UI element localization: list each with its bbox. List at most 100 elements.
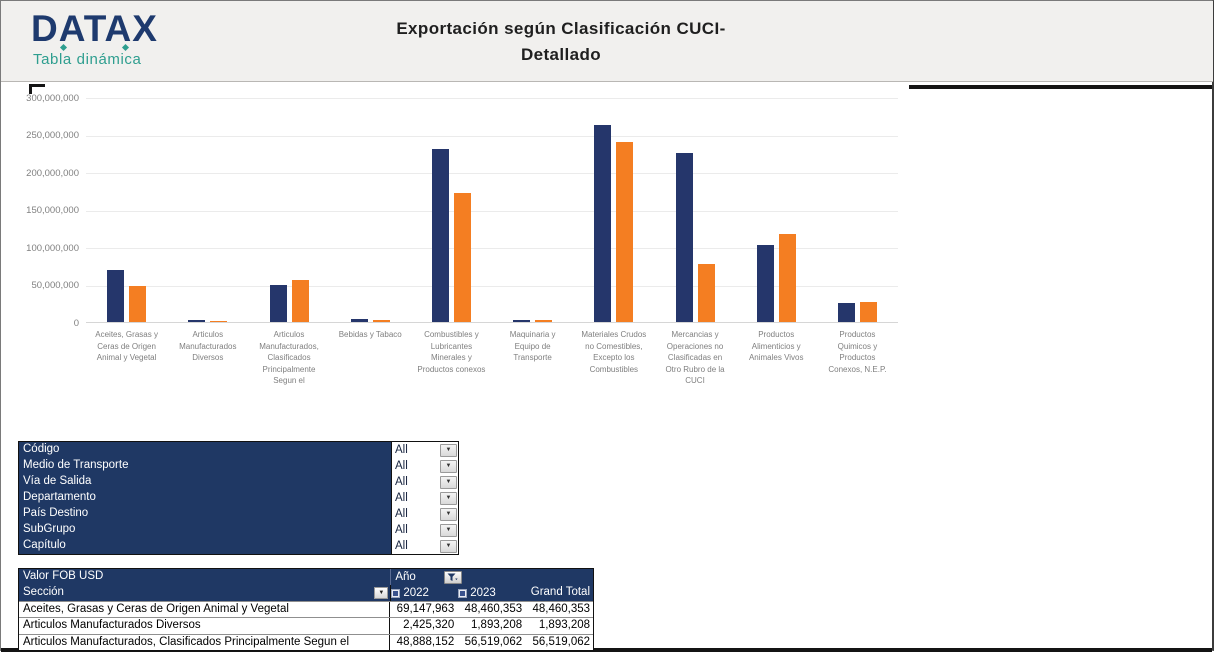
- pivot-col-header-2023-label: 2023: [470, 586, 496, 599]
- logo-text: DATAX: [31, 8, 158, 49]
- filter-dropdown-button[interactable]: ▼: [440, 539, 457, 553]
- expand-collapse-icon[interactable]: [458, 588, 468, 598]
- gridline: [86, 173, 898, 174]
- bar-2022[interactable]: [431, 148, 449, 322]
- y-axis-tick-label: 300,000,000: [26, 92, 79, 104]
- page-title: Exportación según Clasificación CUCI- De…: [261, 16, 861, 68]
- pivot-header-row1: Valor FOB USD Año: [19, 569, 593, 585]
- filter-value-cell: All ▼: [391, 458, 458, 474]
- y-axis-tick-label: 0: [73, 317, 79, 329]
- pivot-table-body: Aceites, Grasas y Ceras de Origen Animal…: [19, 601, 593, 650]
- filter-value-cell: All ▼: [391, 474, 458, 490]
- filter-value-cell: All ▼: [391, 442, 458, 458]
- bar-2023[interactable]: [372, 319, 390, 322]
- chart-bar-groups: [86, 98, 898, 322]
- pivot-value-2023: 1,893,208: [470, 619, 523, 632]
- pivot-data-row: Articulos Manufacturados Diversos 2,425,3…: [19, 617, 593, 634]
- page-break-line-top: [909, 85, 1212, 89]
- filter-selected-value: All: [395, 540, 408, 552]
- bar-2023[interactable]: [535, 320, 553, 322]
- x-axis-category-label: Combustibles y Lubricantes Minerales y P…: [417, 330, 486, 374]
- filter-row: Vía de Salida All ▼: [19, 474, 458, 490]
- bar-2022[interactable]: [350, 319, 368, 322]
- pivot-table: Valor FOB USD Año Sección ▼ 2022 2023 Gr…: [18, 568, 594, 651]
- filter-selected-value: All: [395, 508, 408, 520]
- x-axis-category-label: Maquinaria y Equipo de Transporte: [509, 330, 556, 362]
- filter-dropdown-button[interactable]: ▼: [440, 443, 457, 457]
- pivot-col-header-2022[interactable]: 2022: [390, 585, 458, 601]
- filter-dropdown-button[interactable]: ▼: [440, 491, 457, 505]
- pivot-row-field-cell: Sección ▼: [19, 585, 390, 601]
- bar-2023[interactable]: [453, 193, 471, 322]
- filter-selected-value: All: [395, 524, 408, 536]
- filter-row: Medio de Transporte All ▼: [19, 458, 458, 474]
- y-axis-tick-label: 100,000,000: [26, 242, 79, 254]
- pivot-col-header-2022-label: 2022: [403, 586, 429, 599]
- pivot-col-header-grand-total: Grand Total: [530, 586, 591, 598]
- filter-label: Departamento: [19, 490, 391, 506]
- bar-2022[interactable]: [594, 124, 612, 322]
- filter-row: Código All ▼: [19, 442, 458, 458]
- bar-2023[interactable]: [210, 320, 228, 322]
- filter-row: SubGrupo All ▼: [19, 522, 458, 538]
- y-axis-tick-label: 150,000,000: [26, 205, 79, 216]
- bar-group: [330, 98, 411, 322]
- gridline: [86, 135, 898, 137]
- bar-2023[interactable]: [616, 142, 634, 322]
- y-axis-tick-label: 250,000,000: [26, 130, 79, 141]
- pivot-value-2022: 69,147,963: [396, 603, 455, 615]
- bar-2022[interactable]: [837, 302, 855, 322]
- bar-2022[interactable]: [188, 320, 206, 322]
- bar-2023[interactable]: [778, 233, 796, 322]
- pivot-data-row: Articulos Manufacturados, Clasificados P…: [19, 633, 593, 650]
- page-title-line1: Exportación según Clasificación CUCI-: [396, 19, 726, 38]
- pivot-row-label: Aceites, Grasas y Ceras de Origen Animal…: [19, 602, 391, 618]
- expand-collapse-icon[interactable]: [391, 588, 401, 598]
- filter-dropdown-button[interactable]: ▼: [440, 459, 457, 473]
- filter-dropdown-button[interactable]: ▼: [440, 475, 457, 489]
- pivot-row-field-label: Sección: [23, 586, 64, 598]
- pivot-value-2022: 48,888,152: [396, 635, 455, 648]
- filter-label: Capítulo: [19, 538, 391, 554]
- bar-group: [492, 98, 573, 322]
- filter-dropdown-button[interactable]: ▼: [440, 507, 457, 521]
- bar-group: [411, 98, 492, 322]
- bar-2022[interactable]: [513, 320, 531, 322]
- y-axis-tick-labels: 300,000,000 250,000,000 200,000,000 150,000…: [1, 93, 79, 329]
- bar-2023[interactable]: [291, 279, 309, 322]
- bar-2023[interactable]: [129, 285, 147, 322]
- x-axis-category-label: Productos Alimenticios y Animales Vivos: [748, 330, 804, 362]
- filter-value-cell: All ▼: [391, 490, 458, 506]
- pivot-col-header-2023[interactable]: 2023: [458, 585, 526, 601]
- bar-group: [654, 98, 735, 322]
- app-header: DATAX Tabla dinámica Exportación según C…: [1, 1, 1213, 82]
- bar-2022[interactable]: [756, 244, 774, 322]
- seccion-filter-dropdown-button[interactable]: ▼: [374, 587, 389, 599]
- page-break-line-bottom: [1, 648, 1212, 652]
- bar-2022[interactable]: [107, 270, 125, 322]
- page-title-line2: Detallado: [520, 45, 602, 64]
- bar-2023[interactable]: [859, 301, 877, 322]
- x-axis-category-label: Articulos Manufacturados Diversos: [179, 330, 237, 362]
- y-axis-tick-label: 50,000,000: [31, 280, 79, 291]
- filter-panel: Código All ▼ Medio de Transporte All ▼ Vía de …: [18, 441, 459, 555]
- year-filter-button[interactable]: [443, 570, 462, 584]
- filter-label: Código: [19, 442, 391, 458]
- x-axis-category-label: Productos Quimicos y Productos Conexos, …: [828, 330, 887, 374]
- logo-subtitle: Tabla dinámica: [33, 51, 142, 68]
- bar-2022[interactable]: [675, 152, 693, 322]
- bar-chart-plot-area: [86, 98, 898, 323]
- filter-row: Capítulo All ▼: [19, 538, 458, 554]
- x-axis-category-label: Aceites, Grasas y Ceras de Origen Animal…: [95, 330, 158, 362]
- gridline: [86, 98, 898, 99]
- filter-dropdown-button[interactable]: ▼: [440, 523, 457, 537]
- filter-label: País Destino: [19, 506, 391, 522]
- filter-selected-value: All: [395, 476, 408, 488]
- bar-2023[interactable]: [697, 264, 715, 322]
- pivot-value-grand-total: 1,893,208: [538, 619, 591, 632]
- filter-selected-value: All: [395, 492, 408, 504]
- x-axis-category-label: Materiales Crudos no Comestibles, Except…: [581, 330, 647, 374]
- pivot-header-row2: Sección ▼ 2022 2023 Grand Total: [19, 585, 593, 601]
- pivot-row-label: Articulos Manufacturados Diversos: [19, 618, 391, 634]
- bar-2022[interactable]: [269, 285, 287, 322]
